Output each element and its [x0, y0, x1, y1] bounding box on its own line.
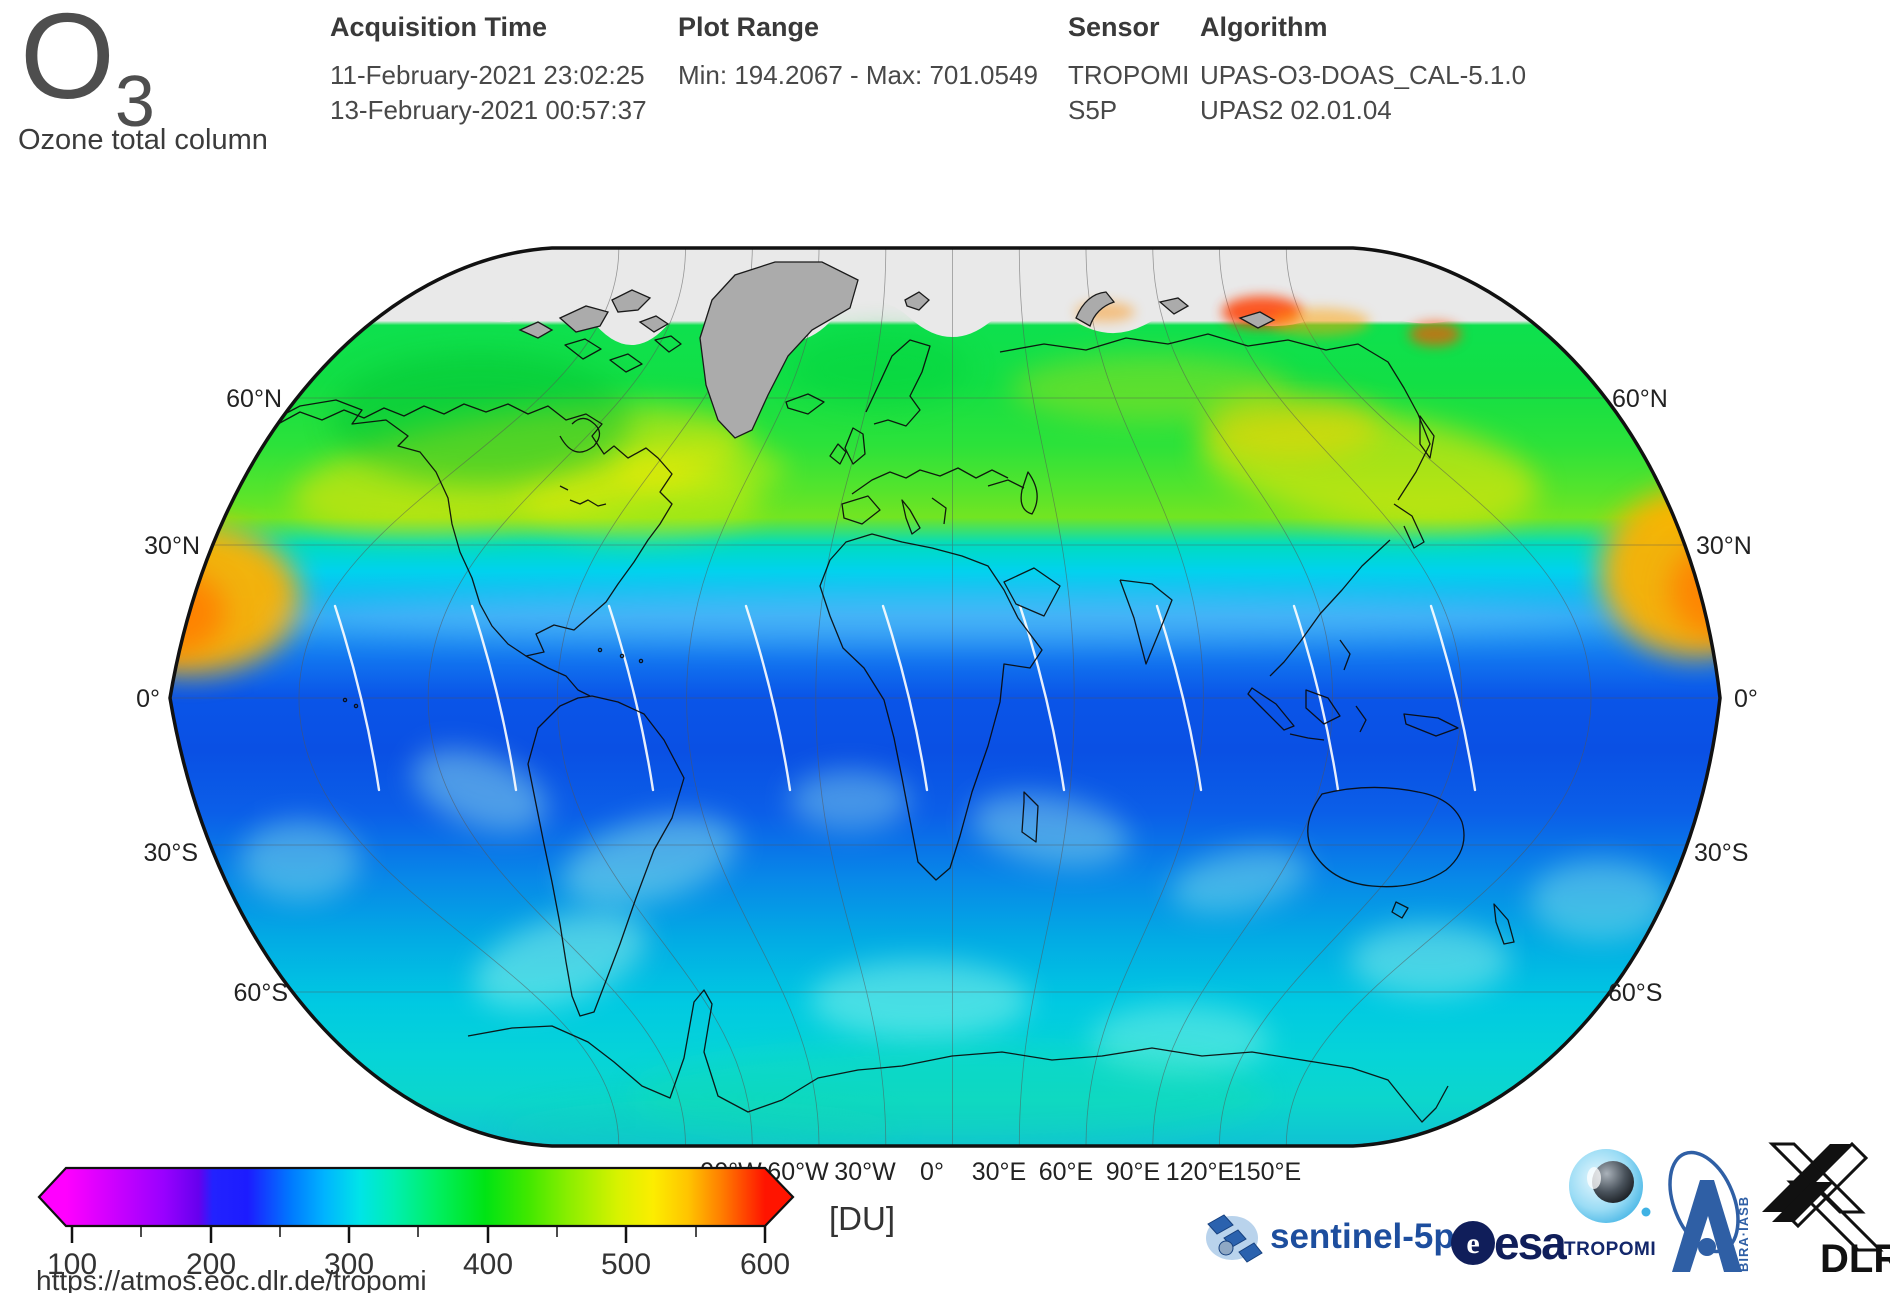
lon-label-90e: 90°E: [1106, 1158, 1160, 1186]
colorbar-tick-100: 100: [47, 1248, 97, 1281]
colorbar-tick-600: 600: [740, 1248, 790, 1281]
dlr-star-icon: DLR: [1762, 1141, 1892, 1281]
acquisition-time-block: Acquisition Time 11-February-2021 23:02:…: [330, 12, 647, 128]
lat-label-left-0: 0°: [136, 685, 160, 713]
sensor-block: Sensor TROPOMI S5P: [1068, 12, 1189, 128]
esa-disc-letter: e: [1466, 1227, 1479, 1260]
lat-label-left-30s: 30°S: [144, 839, 198, 867]
graticule: [170, 248, 1720, 1146]
sensor-label: Sensor: [1068, 12, 1160, 42]
logo-strip: sentinel-5p e esa: [1196, 1138, 1892, 1288]
lon-label-150e: 150°E: [1233, 1158, 1301, 1186]
bira-wordmark: BIRA·IASB: [1736, 1196, 1751, 1272]
colorbar-ticks: [70, 1226, 767, 1243]
product-subtitle: Ozone total column: [18, 124, 268, 156]
colorbar-tick-500: 500: [601, 1248, 651, 1281]
bira-iasb-logo: BIRA·IASB: [1664, 1144, 1752, 1289]
algorithm-version: UPAS-O3-DOAS_CAL-5.1.0: [1200, 60, 1527, 90]
sentinel-satellite-icon: [1206, 1214, 1263, 1263]
esa-wordmark: esa: [1494, 1217, 1567, 1269]
sentinel-5p-wordmark: sentinel-5p: [1270, 1217, 1455, 1256]
polar-no-data-region: [430, 248, 1470, 346]
lat-label-left-60s: 60°S: [234, 979, 288, 1007]
bira-emblem-icon: BIRA·IASB: [1668, 1150, 1751, 1272]
lat-label-left-30n: 30°N: [144, 532, 200, 560]
colorbar-unit: [DU]: [829, 1200, 895, 1237]
sensor-name: TROPOMI: [1068, 60, 1190, 90]
sentinel-5p-logo: sentinel-5p: [1202, 1208, 1455, 1266]
lat-label-right-60s: 60°S: [1608, 979, 1662, 1007]
processor-version: UPAS2 02.01.04: [1200, 95, 1392, 125]
lon-label-30e: 30°E: [972, 1158, 1026, 1186]
esa-logo: e esa: [1448, 1216, 1567, 1270]
dlr-wordmark: DLR: [1820, 1237, 1890, 1278]
latitude-labels: 60°N 30°N 0° 30°S 60°S 60°N 30°N 0° 30°S…: [136, 385, 1758, 1007]
dlr-logo: DLR: [1756, 1138, 1892, 1283]
esa-disc-icon: e: [1451, 1221, 1495, 1265]
lon-label-0: 0°: [920, 1158, 944, 1186]
tropomi-sphere-icon: [1569, 1149, 1651, 1223]
colorbar-tick-200: 200: [186, 1248, 236, 1281]
plot-range-block: Plot Range Min: 194.2067 - Max: 701.0549: [678, 12, 1038, 93]
algorithm-block: Algorithm UPAS-O3-DOAS_CAL-5.1.0 UPAS2 0…: [1200, 12, 1526, 128]
lat-label-right-0: 0°: [1734, 685, 1758, 713]
lat-label-right-30n: 30°N: [1696, 532, 1752, 560]
map-frame: [168, 246, 1722, 1148]
source-url: https://atmos.eoc.dlr.de/tropomi: [36, 1265, 427, 1293]
acquisition-start: 11-February-2021 23:02:25: [330, 60, 645, 90]
lat-label-right-60n: 60°N: [1612, 385, 1668, 413]
acquisition-end: 13-February-2021 00:57:37: [330, 95, 647, 125]
orbit-gap-streaks: [333, 604, 1477, 792]
lon-label-120e: 120°E: [1166, 1158, 1234, 1186]
plot-range-label: Plot Range: [678, 12, 820, 42]
plot-range-value: Min: 194.2067 - Max: 701.0549: [678, 60, 1038, 90]
colorbar-tick-300: 300: [324, 1248, 374, 1281]
formula-subscript: 3: [114, 62, 155, 142]
sensor-platform: S5P: [1068, 95, 1118, 125]
product-formula: O3: [20, 0, 155, 143]
formula-main: O: [20, 0, 115, 124]
acquisition-time-label: Acquisition Time: [330, 12, 548, 42]
lon-label-60e: 60°E: [1039, 1158, 1093, 1186]
lon-label-30w: 30°W: [834, 1158, 896, 1186]
polar-landmasses: [518, 261, 1276, 439]
map-body: [170, 248, 1720, 1146]
coastlines: [257, 333, 1515, 1123]
colorbar-tick-400: 400: [463, 1248, 513, 1281]
lat-label-right-30s: 30°S: [1694, 839, 1748, 867]
algorithm-label: Algorithm: [1200, 12, 1328, 42]
colorbar: 100 200 300 400 500 600 [DU]: [37, 1166, 895, 1281]
tropomi-logo: TROPOMI: [1564, 1146, 1656, 1261]
lat-label-left-60n: 60°N: [226, 385, 282, 413]
tropomi-wordmark: TROPOMI: [1564, 1239, 1657, 1260]
colorbar-gradient: [37, 1166, 795, 1228]
